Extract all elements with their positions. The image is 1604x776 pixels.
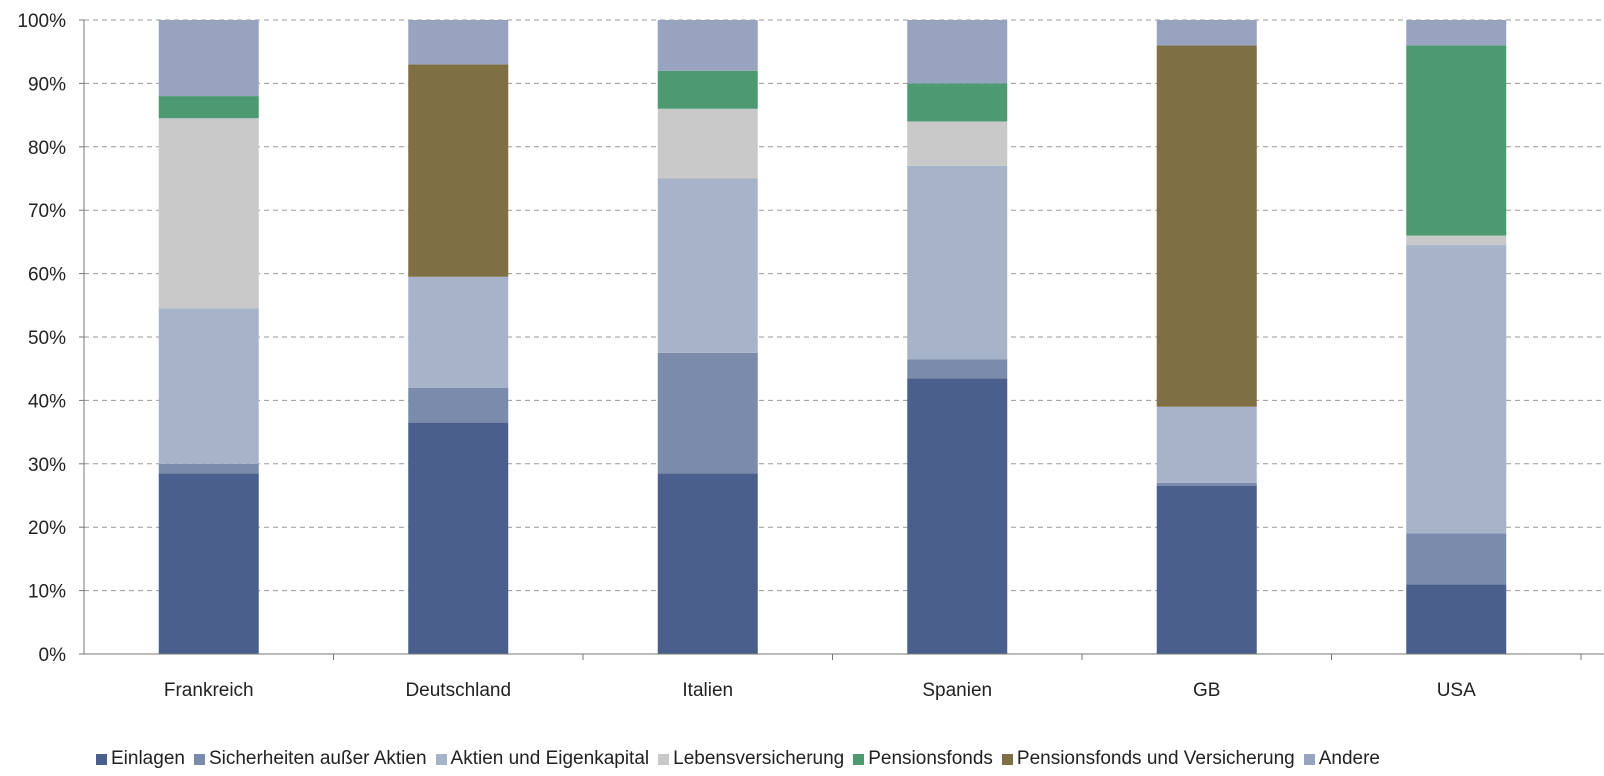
y-tick-label: 30% xyxy=(28,455,66,476)
bar-segment xyxy=(907,378,1008,654)
legend-item: Sicherheiten außer Aktien xyxy=(193,748,427,770)
x-axis-category-labels: Frankreich Deutschland Italien Spanien GB USA xyxy=(164,680,1476,701)
bar-segment xyxy=(1406,533,1507,585)
legend-swatch xyxy=(1303,753,1315,765)
bar-segment xyxy=(158,473,259,654)
legend-label: Andere xyxy=(1318,748,1380,769)
legend-swatch xyxy=(1001,753,1013,765)
legend-label: Pensionsfonds xyxy=(868,748,993,769)
legend-swatch xyxy=(435,753,447,765)
x-category-label: Spanien xyxy=(922,680,992,701)
bar-segment xyxy=(158,463,259,474)
y-tick-label: 80% xyxy=(28,138,66,159)
y-tick-label: 40% xyxy=(28,391,66,412)
bar-segment xyxy=(1406,20,1507,46)
legend: Einlagen Sicherheiten außer Aktien Aktien … xyxy=(96,746,1389,772)
legend-item: Andere xyxy=(1303,748,1380,770)
bar-segment xyxy=(158,20,259,97)
legend-swatch xyxy=(853,753,865,765)
bar-segment xyxy=(907,165,1008,360)
bar-segment xyxy=(657,20,758,71)
legend-label: Pensionsfonds und Versicherung xyxy=(1016,748,1295,769)
bar-segment xyxy=(408,422,509,654)
bar-segment xyxy=(907,20,1008,84)
bar-segment xyxy=(907,83,1008,122)
bar-segment xyxy=(907,121,1008,166)
bar-segment xyxy=(408,64,509,277)
y-tick-label: 50% xyxy=(28,328,66,349)
legend-label: Aktien und Eigenkapital xyxy=(450,748,650,769)
x-category-label: Italien xyxy=(682,680,733,701)
bar-segment xyxy=(158,308,259,464)
bar-segment xyxy=(907,359,1008,379)
y-tick-label: 60% xyxy=(28,265,66,286)
bar-segment xyxy=(657,352,758,474)
x-category-label: GB xyxy=(1193,680,1220,701)
bar-segment xyxy=(657,178,758,353)
y-tick-label: 0% xyxy=(39,645,67,666)
legend-item: Aktien und Eigenkapital xyxy=(435,748,650,770)
y-tick-label: 90% xyxy=(28,74,66,95)
stacked-bar-chart: 0% 10% 20% 30% 40% 50% 60% 70% 80% 90% 100% Frankr… xyxy=(17,11,1604,701)
bar-segment xyxy=(408,276,509,388)
bar-segment xyxy=(408,20,509,65)
bar-segment xyxy=(158,96,259,119)
y-tick-label: 20% xyxy=(28,518,66,539)
x-category-label: USA xyxy=(1437,680,1476,701)
bar-segment xyxy=(657,108,758,179)
legend-item: Einlagen xyxy=(96,748,185,770)
bar-segment xyxy=(1406,45,1507,236)
bar-segment xyxy=(1156,482,1257,486)
y-tick-label: 70% xyxy=(28,201,66,222)
bar-segment xyxy=(657,70,758,109)
bar-segment xyxy=(1156,45,1257,407)
legend-item: Pensionsfonds und Versicherung xyxy=(1001,748,1295,770)
y-tick-label: 10% xyxy=(28,582,66,603)
bar-segment xyxy=(1156,20,1257,46)
gridlines xyxy=(79,19,1604,655)
legend-swatch xyxy=(193,753,205,765)
bar-segment xyxy=(158,118,259,309)
legend-label: Lebensversicherung xyxy=(673,748,845,769)
legend-swatch xyxy=(96,753,107,765)
y-tick-label: 100% xyxy=(17,11,66,32)
bar-segment xyxy=(1406,584,1507,654)
legend-label: Sicherheiten außer Aktien xyxy=(208,748,427,769)
bar-segment xyxy=(1156,485,1257,654)
y-axis-tick-labels: 0% 10% 20% 30% 40% 50% 60% 70% 80% 90% 100% xyxy=(17,11,66,666)
bar-segment xyxy=(1156,406,1257,483)
x-category-label: Frankreich xyxy=(164,680,254,701)
bars xyxy=(158,20,1507,654)
bar-segment xyxy=(657,473,758,654)
axes xyxy=(83,20,1604,660)
bar-segment xyxy=(1406,245,1507,534)
x-category-label: Deutschland xyxy=(405,680,511,701)
legend-item: Lebensversicherung xyxy=(658,748,844,770)
legend-swatch xyxy=(658,753,670,765)
legend-label: Einlagen xyxy=(111,748,185,769)
bar-segment xyxy=(1406,235,1507,246)
bar-segment xyxy=(408,387,509,423)
legend-item: Pensionsfonds xyxy=(853,748,993,770)
